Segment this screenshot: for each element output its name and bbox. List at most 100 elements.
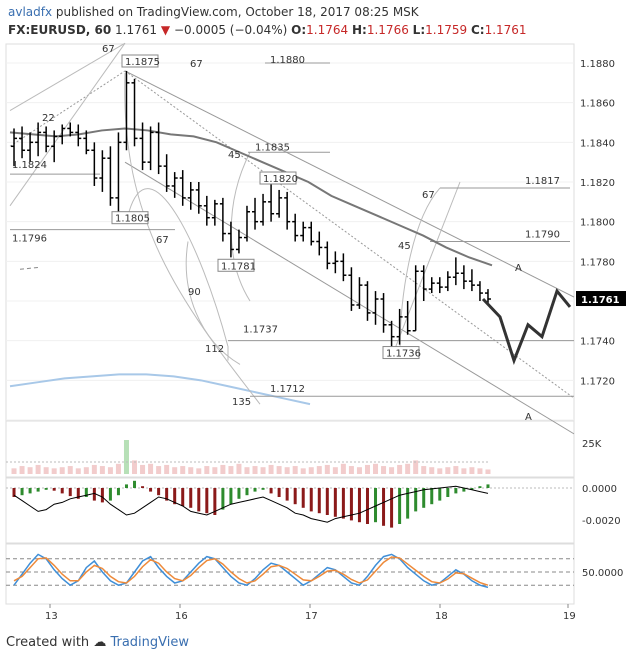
candle: [203, 195, 210, 226]
macd-histogram-bar: [277, 488, 281, 497]
candle: [67, 122, 74, 137]
macd-histogram-bar: [141, 486, 145, 488]
candle: [19, 126, 26, 159]
volume-bar: [43, 467, 49, 474]
candle: [163, 154, 170, 192]
volume-bar: [469, 467, 475, 474]
candle: [404, 301, 411, 335]
close-value: 1.1761: [484, 23, 527, 37]
macd-histogram-bar: [478, 486, 482, 488]
candle: [107, 146, 114, 206]
candle: [131, 78, 138, 147]
footer: Created with ☁ TradingView: [6, 634, 189, 652]
macd-histogram-bar: [285, 488, 289, 501]
candle: [115, 132, 122, 212]
macd-histogram-bar: [213, 488, 217, 515]
price-tick-label: 1.1780: [580, 257, 615, 268]
candle: [75, 124, 82, 147]
open-label: O:: [291, 23, 307, 37]
projection-path: [481, 288, 572, 365]
macd-tick-label: -0.0020: [582, 516, 621, 527]
macd-histogram-bar: [92, 488, 96, 501]
macd-histogram-bar: [133, 480, 137, 488]
macd-histogram-bar: [365, 488, 369, 524]
channel-lower-line: [124, 161, 575, 435]
candle: [27, 132, 34, 163]
projection-polyline: [481, 288, 572, 365]
macd-histogram-bar: [382, 488, 386, 526]
volume-bar: [107, 467, 113, 474]
fan-line: [394, 181, 461, 349]
macd-histogram-bar: [157, 488, 161, 496]
candle: [428, 277, 435, 294]
volume-bar: [364, 464, 370, 474]
high-label: H:: [352, 23, 367, 37]
candle: [452, 257, 459, 286]
tradingview-link[interactable]: TradingView: [110, 635, 189, 650]
volume-bar: [123, 440, 129, 474]
macd-histogram-bar: [317, 488, 321, 514]
candle: [324, 241, 331, 270]
candle: [260, 193, 267, 226]
time-axis: 13 16 17 18 19: [45, 604, 576, 622]
volume-bar: [148, 463, 154, 474]
fib-angle-label: 135: [232, 397, 251, 408]
volume-bar: [212, 467, 218, 474]
macd-histogram-bar: [454, 488, 458, 494]
fib-angle-label: 112: [205, 344, 224, 355]
macd-histogram-bar: [237, 488, 241, 499]
last-price-tag: [576, 291, 626, 307]
volume-bar: [220, 464, 226, 474]
boxed-label-frame: [111, 211, 149, 225]
volume-bar: [405, 463, 411, 474]
volume-bar: [276, 466, 282, 474]
tradingview-logo-icon: ☁: [93, 635, 107, 650]
dashed-marker: [19, 266, 41, 270]
macd-histogram-bar: [414, 488, 418, 512]
volume-bar: [437, 468, 443, 474]
high-value: 1.1766: [366, 23, 409, 37]
volume-bar: [421, 466, 427, 474]
volume-bar: [59, 467, 65, 474]
macd-histogram-bar: [253, 488, 257, 492]
volume-bar: [300, 468, 306, 474]
volume-bar: [91, 464, 97, 474]
stoch-tick-label: 50.0000: [582, 568, 623, 579]
candle: [460, 265, 467, 290]
stoch-d-line: [13, 556, 489, 586]
fib-angle-label: 45: [228, 150, 241, 161]
volume-bar: [67, 466, 73, 474]
macd-histogram-bar: [52, 488, 56, 491]
candle: [268, 182, 275, 222]
volume-bar: [260, 467, 266, 474]
candle: [252, 197, 259, 230]
volume-bar: [99, 466, 105, 474]
macd-histogram-bar: [124, 484, 128, 488]
volume-bar: [140, 464, 146, 474]
macd-histogram-bar: [221, 488, 225, 510]
candle: [444, 271, 451, 292]
volume-bar: [461, 468, 467, 474]
price-tick-label: 1.1720: [580, 376, 615, 387]
main-pane: [5, 43, 575, 421]
macd-histogram-bar: [181, 488, 185, 506]
candle: [284, 191, 291, 230]
volume-bar: [19, 466, 25, 474]
time-tick-label: 17: [305, 611, 318, 622]
candle: [276, 189, 283, 218]
volume-bar: [244, 467, 250, 474]
candle: [227, 221, 234, 258]
macd-histogram-bar: [325, 488, 329, 515]
macd-histogram-bar: [36, 488, 40, 492]
candle: [187, 182, 194, 210]
candle: [211, 199, 218, 226]
candle: [155, 122, 162, 175]
volume-bar: [413, 460, 419, 474]
fib-angle-label: 90: [188, 287, 201, 298]
candle: [179, 170, 186, 206]
macd-histogram-bar: [422, 488, 426, 508]
macd-histogram-bar: [149, 488, 153, 492]
author-link[interactable]: avladfx: [8, 5, 53, 19]
created-with-text: Created with: [6, 635, 90, 650]
